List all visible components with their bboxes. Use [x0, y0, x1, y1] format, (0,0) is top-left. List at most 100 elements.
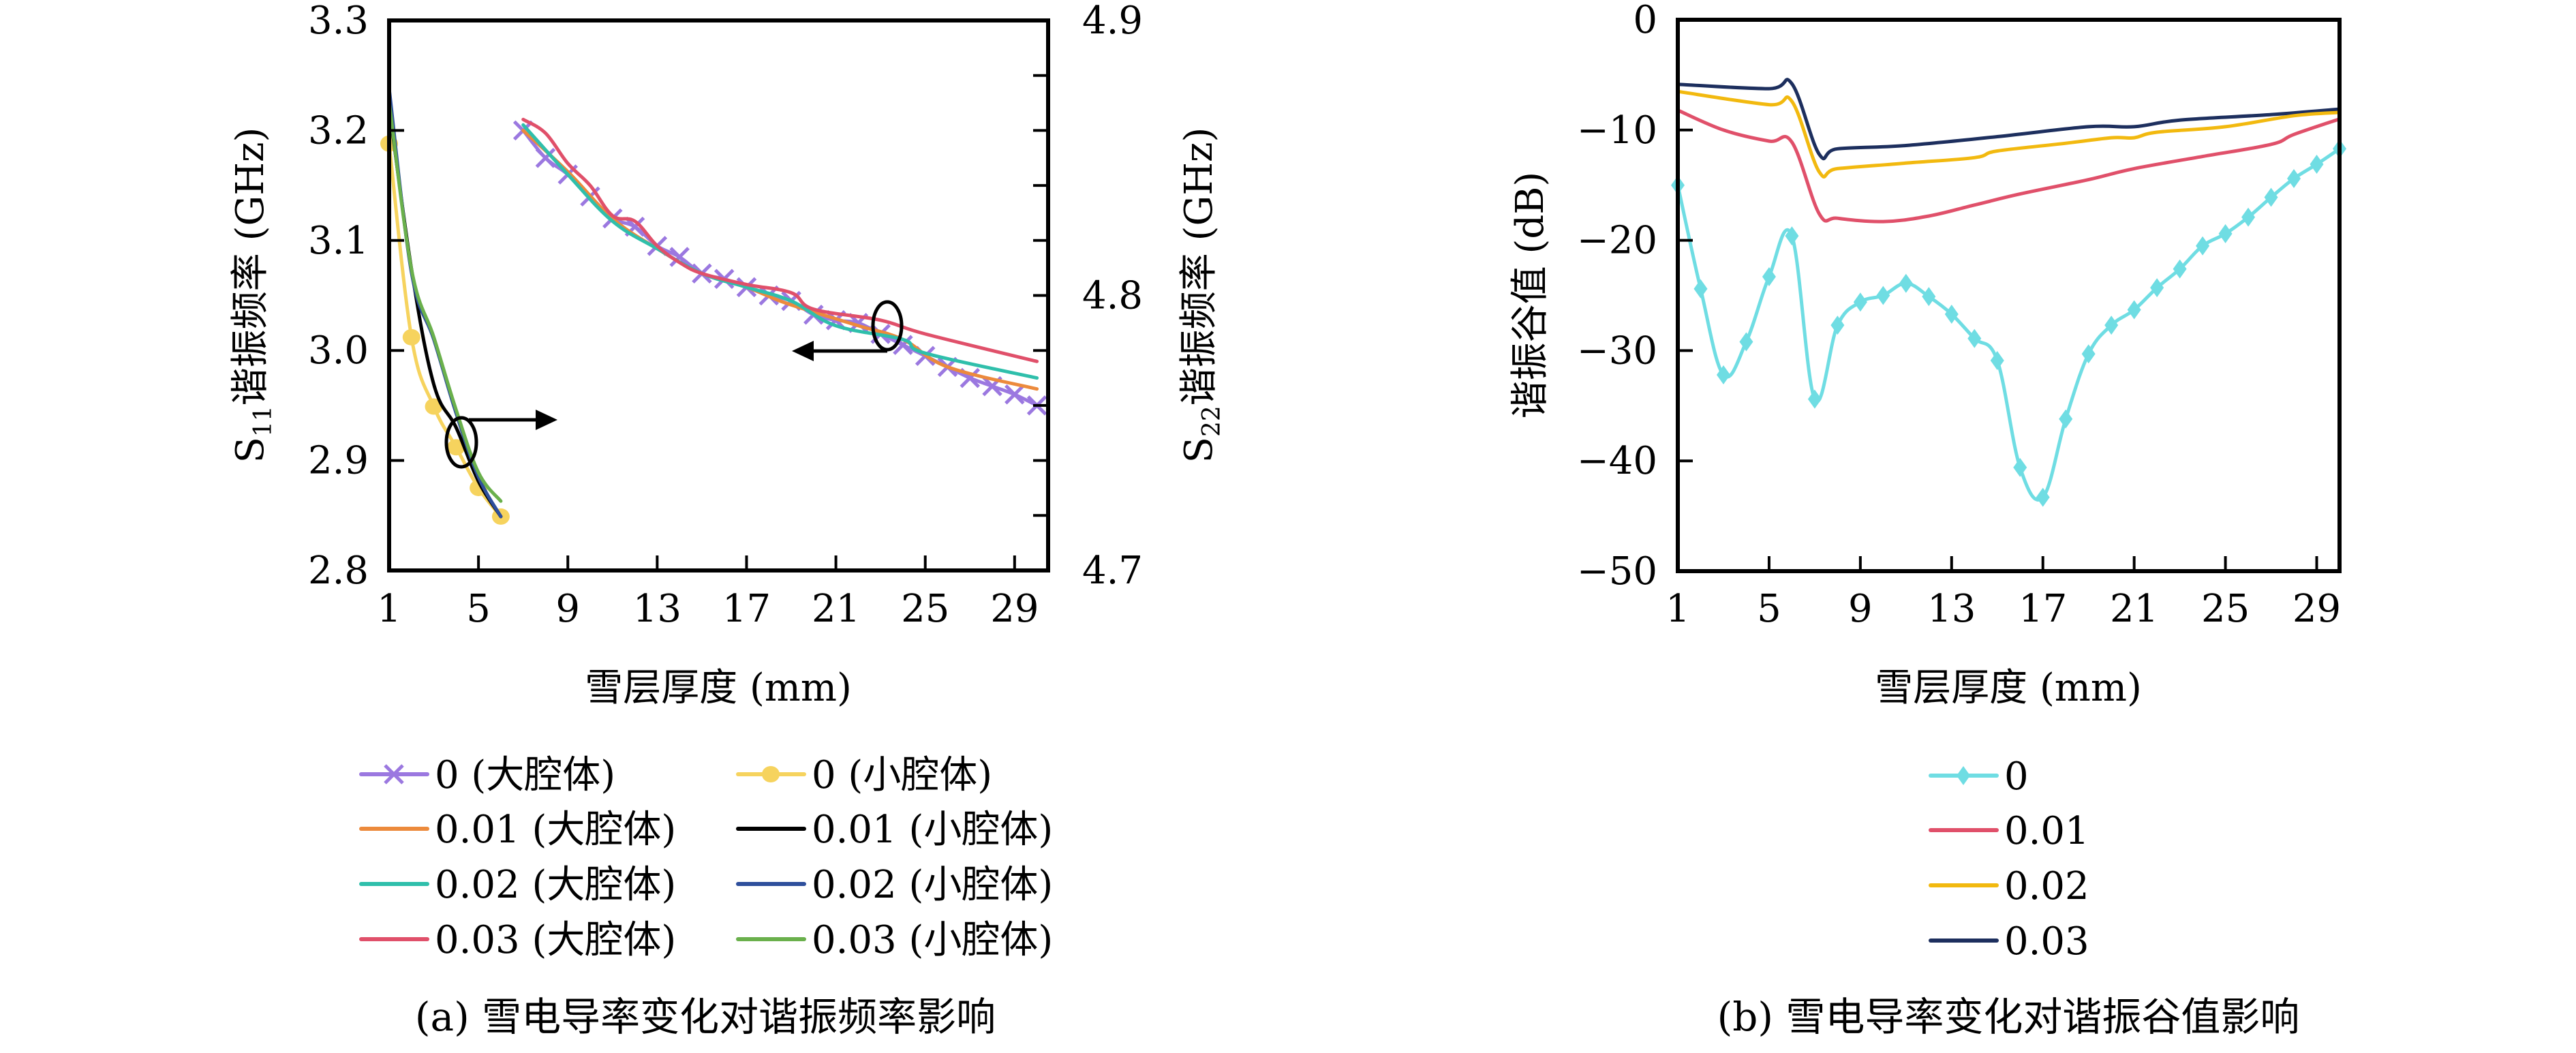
- chart-b-x-tick-label: 29: [2293, 587, 2341, 631]
- chart-b-series-0-marker: [2287, 168, 2301, 188]
- chart-b-series-0-marker: [2013, 457, 2027, 477]
- chart-a-x-tick-label: 29: [990, 587, 1039, 631]
- chart-a-right-y-tick-label: 4.7: [1082, 549, 1143, 593]
- legend-marker: [384, 764, 404, 784]
- chart-a-left-y-tick-label: 3.3: [308, 0, 369, 43]
- chart-a-legend-item: 0.02 (大腔体): [359, 863, 676, 907]
- legend-label: 0.02 (大腔体): [435, 863, 676, 907]
- chart-b-series-line-1: [1676, 108, 2342, 224]
- chart-a-left-y-ticks: 2.8 2.9 3.0 3.1 3.2 3.3: [308, 0, 404, 593]
- chart-b-legend-item: 0.02: [1929, 864, 2089, 909]
- chart-b-series-0-marker: [1762, 266, 1776, 286]
- chart-b-series-0-marker: [2310, 154, 2324, 174]
- chart-b-series-0-marker: [2081, 344, 2096, 364]
- legend-label: 0.02: [2004, 864, 2089, 909]
- chart-b-y-tick-label: −50: [1577, 549, 1657, 594]
- chart-a-legend-item: 0 (大腔体): [359, 753, 615, 797]
- chart-b-series-0-marker: [2127, 300, 2141, 320]
- legend-marker: [762, 766, 780, 782]
- chart-a-x-tick-label: 1: [377, 587, 401, 631]
- chart-b-y-tick-label: −30: [1577, 329, 1657, 373]
- chart-a-series-4-marker: [447, 439, 465, 456]
- chart-b-series-0-marker: [2173, 259, 2187, 279]
- chart-a-series-line-0: [521, 128, 1039, 408]
- chart-b-series-line-3: [1676, 78, 2342, 161]
- chart-a-left-y-tick-label: 3.2: [308, 108, 369, 153]
- chart-a-series-0-marker: [535, 147, 556, 168]
- chart-b-series-0-marker: [1922, 287, 1936, 307]
- chart-b-series-0-marker: [1944, 305, 1959, 324]
- chart-b-y-tick-label: −40: [1577, 439, 1657, 483]
- chart-a-x-tick-label: 21: [812, 587, 860, 631]
- chart-a-resonant-frequency: 1 5 9 13 17 21 25 29 2.82.93.03.13.23.3 4.74.84…: [228, 0, 1226, 1040]
- chart-b-legend-item: 0: [1929, 754, 2029, 799]
- right-arrow-icon: [536, 410, 557, 430]
- chart-a-series-0-marker: [669, 247, 690, 267]
- chart-a-series-4-marker: [402, 329, 420, 346]
- chart-a-left-y-tick-label: 3.1: [308, 219, 369, 263]
- legend-label: 0.01 (大腔体): [435, 808, 676, 852]
- chart-b-x-tick-label: 5: [1757, 587, 1781, 631]
- chart-b-x-axis-title: 雪层厚度 (mm): [1875, 666, 2142, 710]
- chart-b-series-0-marker: [2264, 187, 2278, 207]
- chart-b-series-0-marker: [1807, 389, 1822, 409]
- chart-a-legend-item: 0.03 (小腔体): [736, 918, 1053, 962]
- legend-label: 0: [2004, 754, 2029, 799]
- chart-b-y-axis-title: 谐振谷值 (dB): [1508, 172, 1552, 419]
- chart-a-legend-item: 0.01 (小腔体): [736, 808, 1053, 852]
- chart-b-plot-frame: [1676, 18, 2342, 573]
- chart-b-series-0-marker: [2036, 487, 2050, 507]
- legend-marker: [1957, 766, 1970, 785]
- chart-b-x-tick-label: 17: [2019, 587, 2067, 631]
- chart-b-x-tick-label: 25: [2201, 587, 2250, 631]
- chart-b-x-tick-label: 13: [1927, 587, 1976, 631]
- chart-a-series-0-marker: [1005, 384, 1025, 405]
- chart-b-x-tick-label: 1: [1666, 587, 1690, 631]
- chart-b-series-0-marker: [2241, 207, 2256, 227]
- chart-a-left-y-tick-label: 2.8: [308, 549, 369, 593]
- chart-b-resonant-valley: 1 5 9 13 17 21 25 29 −50 −40 −30 −20 −10 0 雪层厚度 (mm)…: [1508, 0, 2346, 1040]
- chart-b-y-tick-label: −20: [1577, 219, 1657, 263]
- chart-a-right-y-tick-label: 4.9: [1082, 0, 1143, 43]
- legend-label: 0.03 (小腔体): [812, 918, 1053, 962]
- chart-a-right-y-ticks: 4.7 4.8 4.9: [1033, 0, 1143, 593]
- chart-b-series-0-marker: [1785, 226, 1799, 246]
- chart-a-left-y-tick-label: 2.9: [308, 439, 369, 483]
- chart-b-x-tick-label: 9: [1848, 587, 1873, 631]
- chart-a-caption: (a) 雪电导率变化对谐振频率影响: [415, 994, 996, 1040]
- chart-b-series-group: [1671, 78, 2346, 507]
- chart-b-series-0-marker: [2196, 236, 2210, 256]
- chart-b-legend-item: 0.03: [1929, 919, 2089, 964]
- chart-b-series-0-marker: [2059, 409, 2073, 429]
- legend-label: 0 (小腔体): [812, 753, 992, 797]
- chart-a-x-ticks: 1 5 9 13 17 21 25 29: [377, 555, 1039, 631]
- chart-a-legend: 0 (大腔体) 0 (小腔体) 0.01 (大腔体) 0.01 (小腔体) 0.02 (…: [359, 753, 1053, 962]
- chart-a-series-line-1: [521, 128, 1039, 391]
- chart-a-series-line-3: [521, 117, 1039, 363]
- chart-a-legend-item: 0.01 (大腔体): [359, 808, 676, 852]
- chart-a-x-tick-label: 13: [633, 587, 681, 631]
- chart-a-x-tick-label: 17: [722, 587, 771, 631]
- chart-b-series-line-2: [1676, 89, 2342, 179]
- chart-a-legend-item: 0.02 (小腔体): [736, 863, 1053, 907]
- chart-a-legend-item: 0.03 (大腔体): [359, 918, 676, 962]
- chart-b-series-0-marker: [2104, 316, 2119, 335]
- chart-a-x-tick-label: 25: [901, 587, 949, 631]
- legend-label: 0.03: [2004, 919, 2089, 964]
- chart-b-series-0-marker: [1716, 365, 1730, 384]
- chart-b-series-line-0: [1676, 147, 2342, 502]
- small-cavity-ellipse: [444, 416, 478, 469]
- chart-b-y-tick-label: 0: [1633, 0, 1657, 42]
- chart-a-x-axis-title: 雪层厚度 (mm): [585, 666, 852, 710]
- chart-b-series-0-marker: [1967, 329, 1982, 348]
- chart-b-series-0-marker: [1990, 350, 2004, 370]
- chart-b-series-0-marker: [2150, 278, 2164, 298]
- chart-b-series-0-marker: [1830, 316, 1845, 335]
- chart-a-right-y-tick-label: 4.8: [1082, 274, 1143, 318]
- chart-a-series-line-5: [387, 104, 503, 519]
- left-arrow-icon: [792, 341, 814, 361]
- chart-a-series-line-7: [387, 100, 503, 503]
- chart-b-series-0-marker: [1853, 292, 1867, 312]
- legend-label: 0.01 (小腔体): [812, 808, 1053, 852]
- chart-b-series-0-marker: [1693, 279, 1708, 299]
